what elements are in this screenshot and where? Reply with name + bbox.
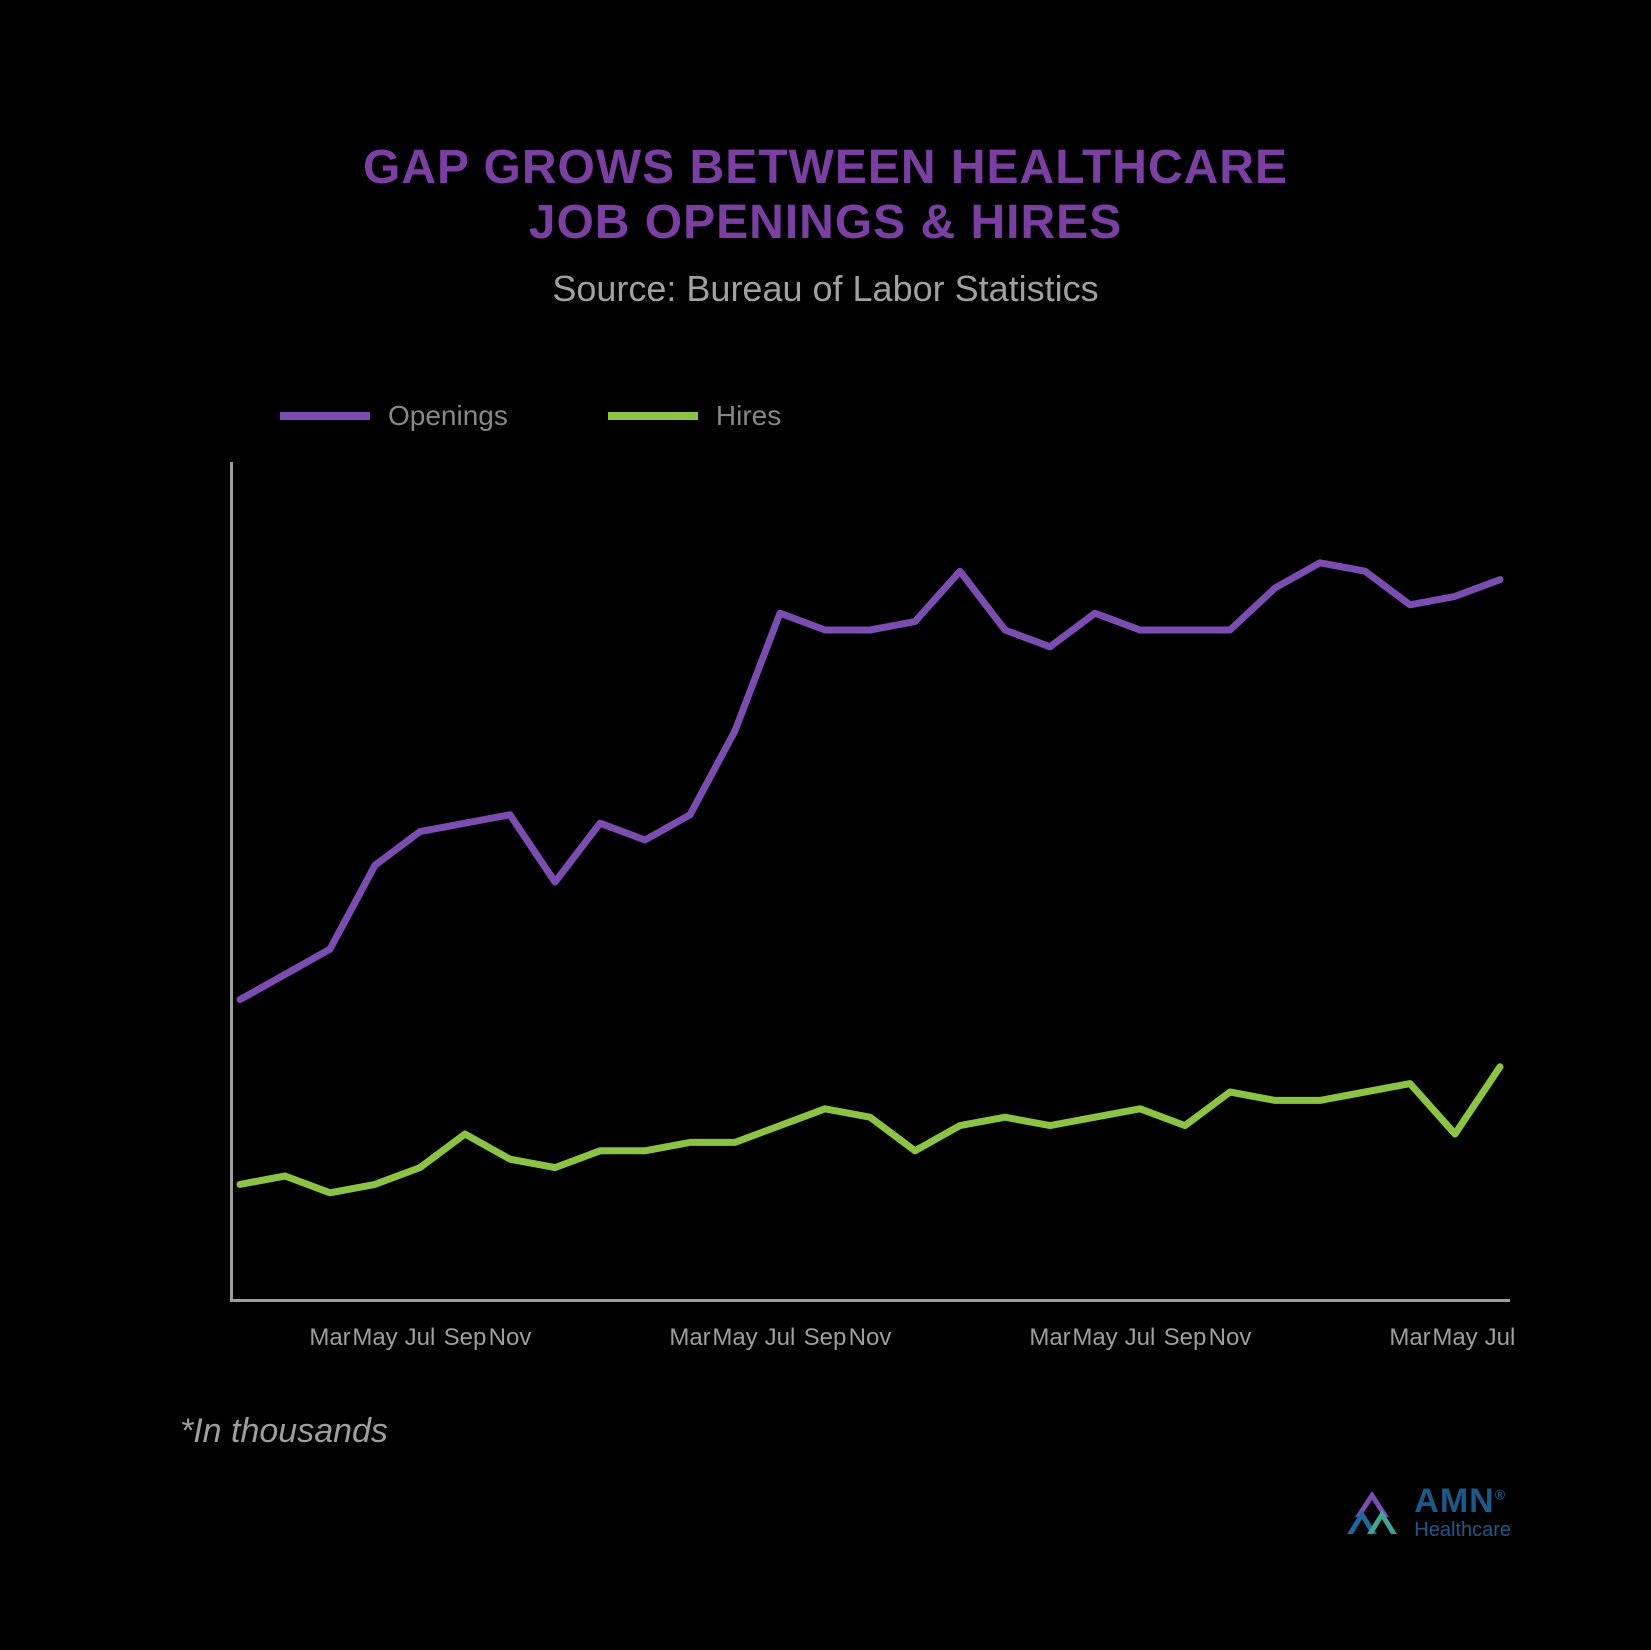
x-tick-label: Jul bbox=[765, 1324, 796, 1352]
title-line-1: GAP GROWS BETWEEN HEALTHCARE bbox=[363, 141, 1288, 194]
legend-swatch-openings bbox=[280, 412, 370, 420]
x-tick-label: Jul bbox=[1125, 1324, 1156, 1352]
x-tick-label: May bbox=[712, 1324, 757, 1352]
brand-logo: AMN® Healthcare bbox=[1342, 1484, 1511, 1540]
x-tick-label: Mar bbox=[1389, 1324, 1430, 1352]
registered-icon: ® bbox=[1495, 1487, 1506, 1503]
x-tick-label: Nov bbox=[1209, 1324, 1252, 1352]
x-tick-label: Sep bbox=[1164, 1324, 1207, 1352]
brand-logo-main: AMN® bbox=[1414, 1484, 1511, 1518]
x-axis-labels: MarMayJulSepNovMarMayJulSepNovMarMayJulS… bbox=[230, 1302, 1510, 1382]
x-tick-label: Mar bbox=[1029, 1324, 1070, 1352]
x-tick-label: Mar bbox=[669, 1324, 710, 1352]
x-tick-label: May bbox=[1072, 1324, 1117, 1352]
series-line bbox=[240, 563, 1500, 1000]
legend-swatch-hires bbox=[608, 412, 698, 420]
x-tick-label: Sep bbox=[804, 1324, 847, 1352]
x-tick-label: May bbox=[352, 1324, 397, 1352]
x-tick-label: Mar bbox=[309, 1324, 350, 1352]
chart-container: GAP GROWS BETWEEN HEALTHCARE JOB OPENING… bbox=[0, 0, 1651, 1650]
legend-item-hires: Hires bbox=[608, 400, 781, 432]
x-tick-label: Jul bbox=[1485, 1324, 1516, 1352]
chart-subtitle: Source: Bureau of Labor Statistics bbox=[120, 268, 1531, 310]
chart-plot-area: MarMayJulSepNovMarMayJulSepNovMarMayJulS… bbox=[230, 462, 1510, 1302]
x-tick-label: Jul bbox=[405, 1324, 436, 1352]
x-tick-label: Sep bbox=[444, 1324, 487, 1352]
brand-logo-main-text: AMN bbox=[1414, 1482, 1494, 1520]
brand-logo-sub: Healthcare bbox=[1414, 1520, 1511, 1540]
legend-item-openings: Openings bbox=[280, 400, 508, 432]
legend-label-hires: Hires bbox=[716, 400, 781, 432]
chart-title: GAP GROWS BETWEEN HEALTHCARE JOB OPENING… bbox=[120, 140, 1531, 250]
x-tick-label: Nov bbox=[849, 1324, 892, 1352]
brand-logo-icon bbox=[1342, 1484, 1402, 1540]
x-tick-label: Nov bbox=[489, 1324, 532, 1352]
brand-logo-text: AMN® Healthcare bbox=[1414, 1484, 1511, 1540]
title-line-2: JOB OPENINGS & HIRES bbox=[529, 196, 1122, 249]
footnote: *In thousands bbox=[180, 1412, 1531, 1451]
legend: Openings Hires bbox=[280, 400, 1531, 432]
legend-label-openings: Openings bbox=[388, 400, 508, 432]
x-tick-label: May bbox=[1432, 1324, 1477, 1352]
series-line bbox=[240, 1067, 1500, 1193]
line-chart-svg bbox=[230, 462, 1510, 1302]
